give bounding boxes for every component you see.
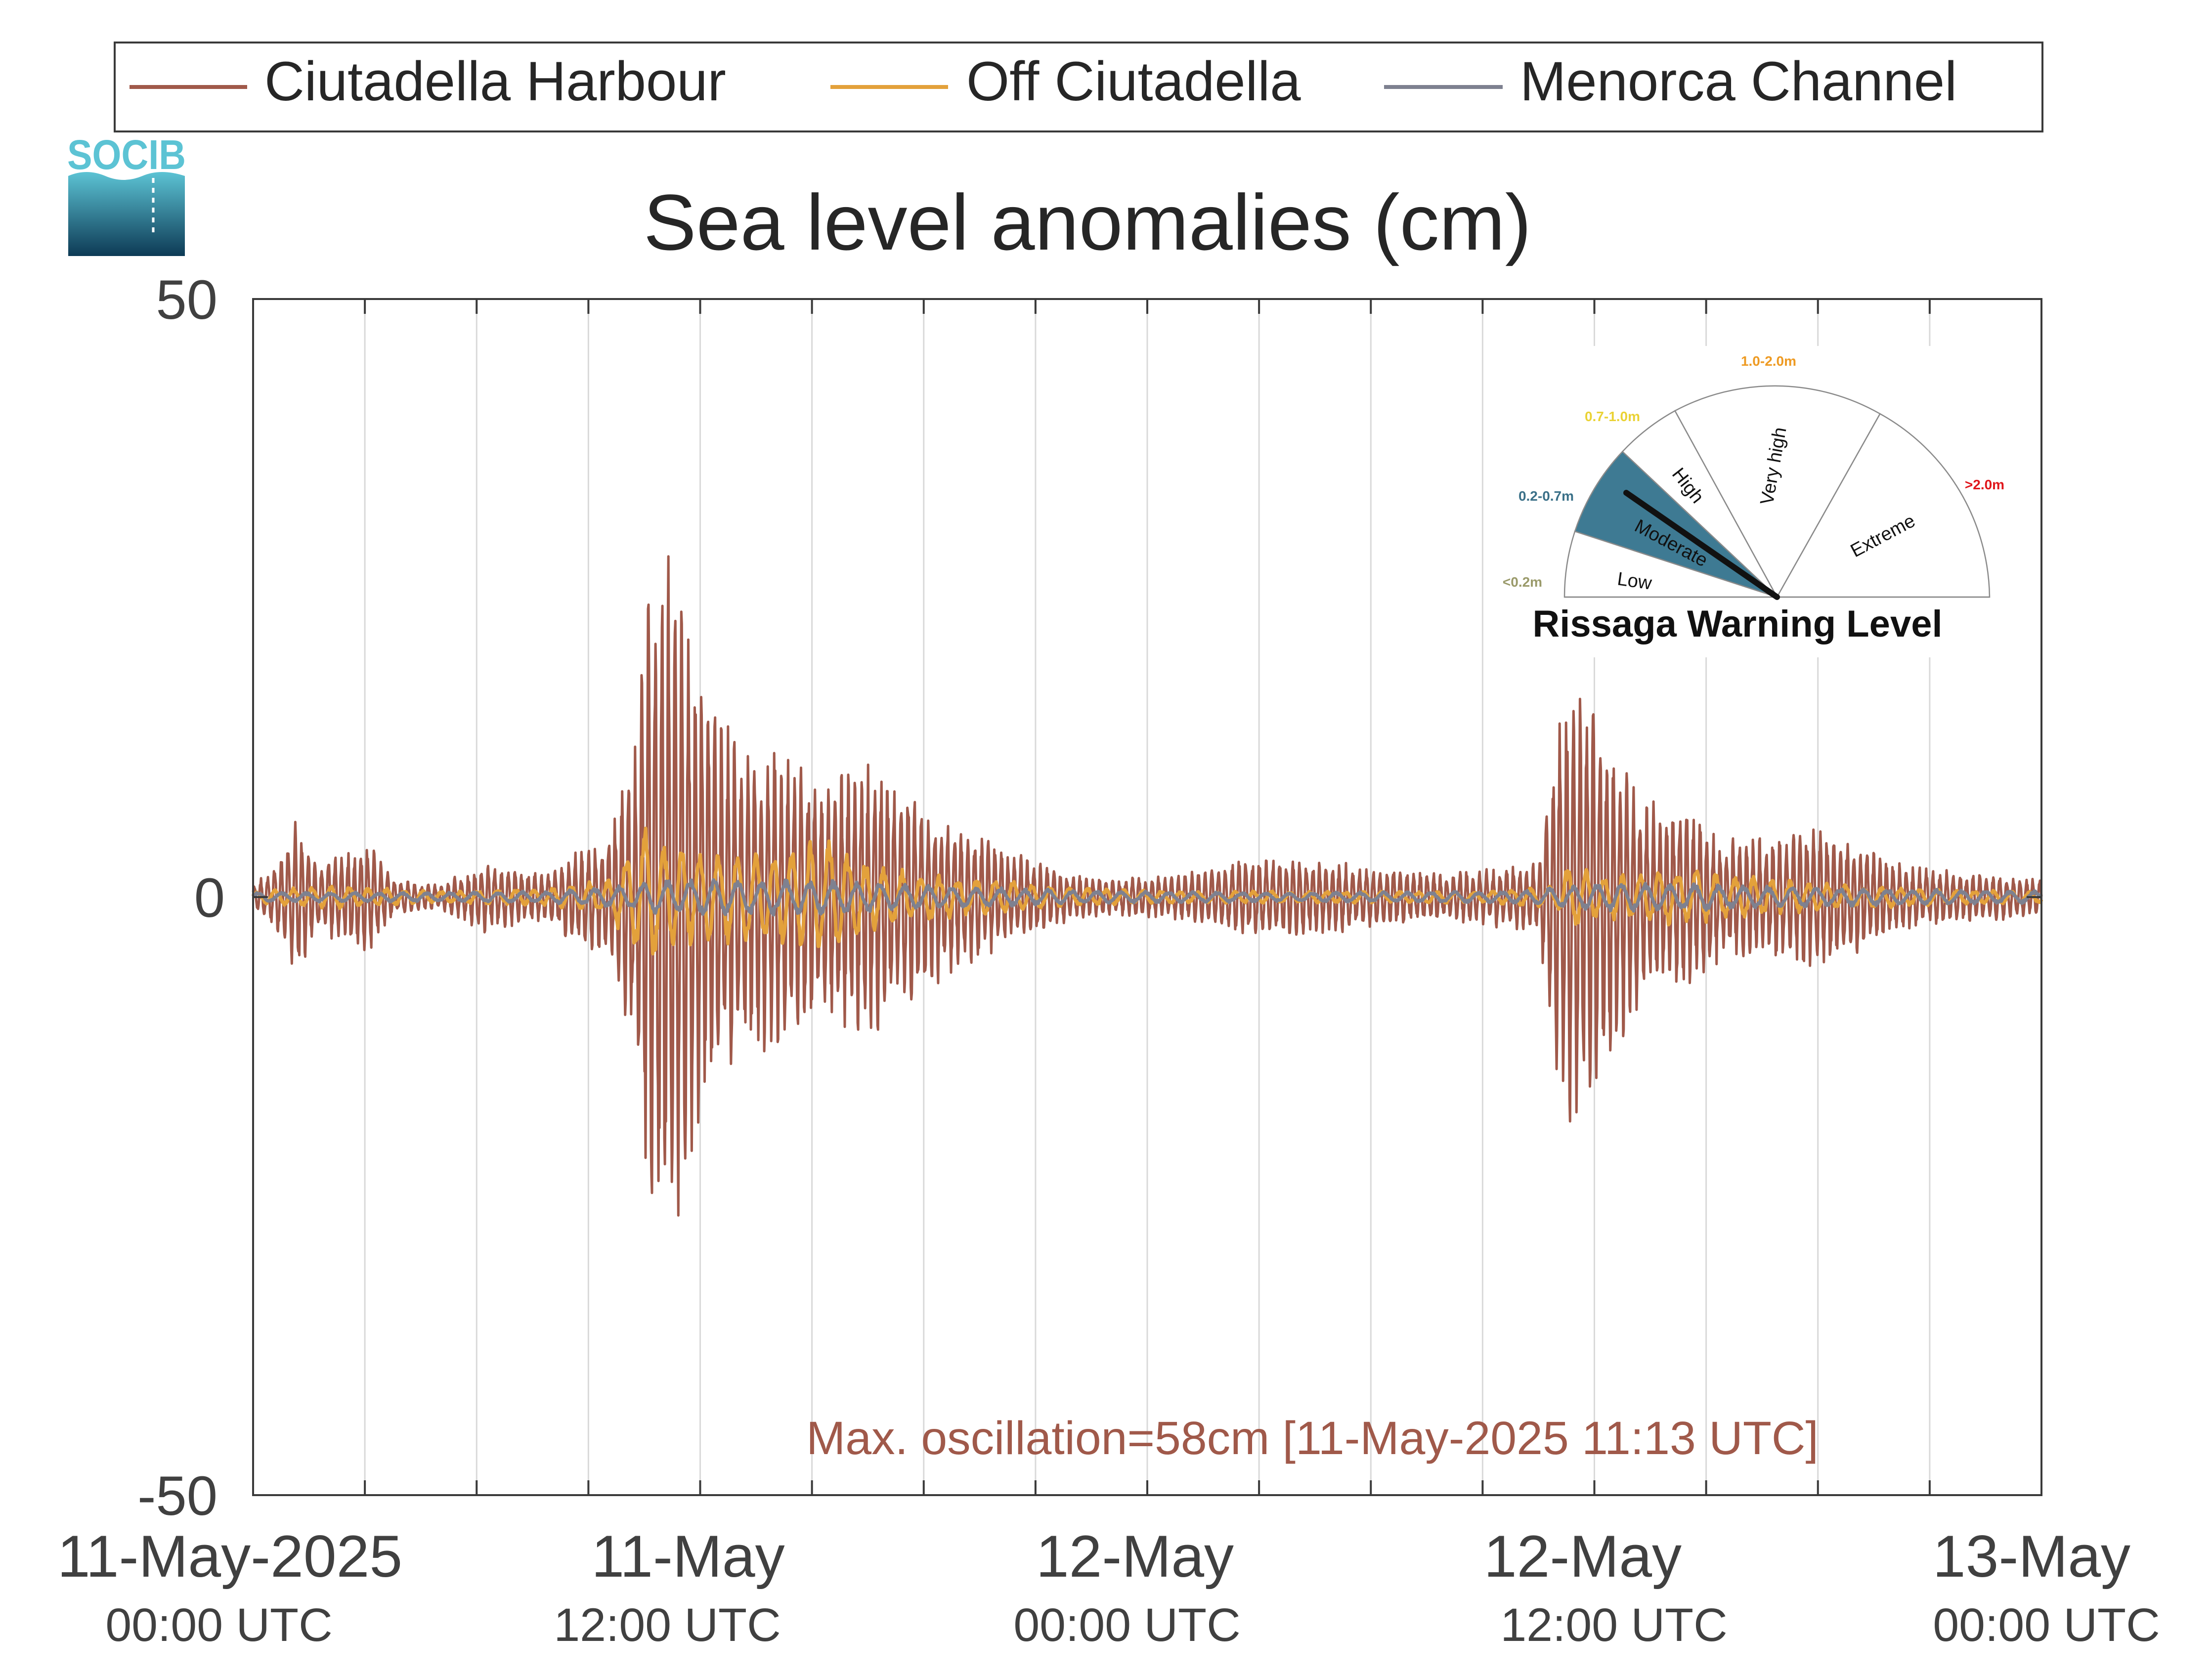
gauge-range-high: 0.7-1.0m xyxy=(1585,409,1640,424)
gauge-title: Rissaga Warning Level xyxy=(1532,603,1942,645)
x-tick-label-date: 11-May-2025 xyxy=(57,1523,402,1590)
gauge-segment-extreme xyxy=(1776,413,1991,598)
gauge-label-low: Low xyxy=(1616,568,1653,594)
x-tick-label-time: 00:00 UTC xyxy=(1933,1599,2160,1651)
gauge-segment-very-high xyxy=(1674,385,1881,599)
y-tick-label: -50 xyxy=(137,1465,217,1527)
y-tick-label: 50 xyxy=(156,269,217,331)
gauge-range-extreme: >2.0m xyxy=(1965,477,2004,492)
y-tick-label: 0 xyxy=(194,867,225,929)
gauge-needle xyxy=(1623,490,1780,600)
tick-marks xyxy=(253,298,2041,1496)
legend-label-ciutadella-harbour: Ciutadella Harbour xyxy=(264,50,726,112)
x-tick-label-date: 11-May xyxy=(591,1523,784,1590)
x-tick-label-date: 12-May xyxy=(1036,1523,1234,1590)
legend-label-off-ciutadella: Off Ciutadella xyxy=(966,50,1301,112)
series-line-menorca-channel xyxy=(252,878,2043,917)
max-oscillation-annotation: Max. oscillation=58cm [11-May-2025 11:13… xyxy=(806,1412,1819,1464)
series-line-off-ciutadella xyxy=(251,826,2043,956)
x-tick-label-time: 00:00 UTC xyxy=(1013,1599,1240,1651)
legend: Ciutadella Harbour Off Ciutadella Menorc… xyxy=(114,42,2043,132)
gauge-range-very-high: 1.0-2.0m xyxy=(1741,353,1796,369)
rissaga-gauge: Low Moderate High Very high Extreme <0.2… xyxy=(1488,346,2032,657)
logo-text: SOCIB xyxy=(67,131,186,178)
legend-box xyxy=(114,42,2043,132)
socib-logo: SOCIB xyxy=(67,131,186,256)
logo-wave-block xyxy=(68,172,185,256)
x-tick-label-time: 00:00 UTC xyxy=(105,1599,332,1651)
gauge-range-low: <0.2m xyxy=(1503,574,1542,590)
x-tick-label-time: 12:00 UTC xyxy=(1500,1599,1727,1651)
legend-label-menorca-channel: Menorca Channel xyxy=(1520,50,1957,112)
series-lines xyxy=(251,555,2043,1217)
x-tick-label-date: 12-May xyxy=(1484,1523,1682,1590)
chart-title: Sea level anomalies (cm) xyxy=(644,178,1531,266)
x-tick-label-time: 12:00 UTC xyxy=(554,1599,781,1651)
x-tick-label-date: 13-May xyxy=(1933,1523,2130,1590)
gauge-range-moderate: 0.2-0.7m xyxy=(1518,488,1574,504)
